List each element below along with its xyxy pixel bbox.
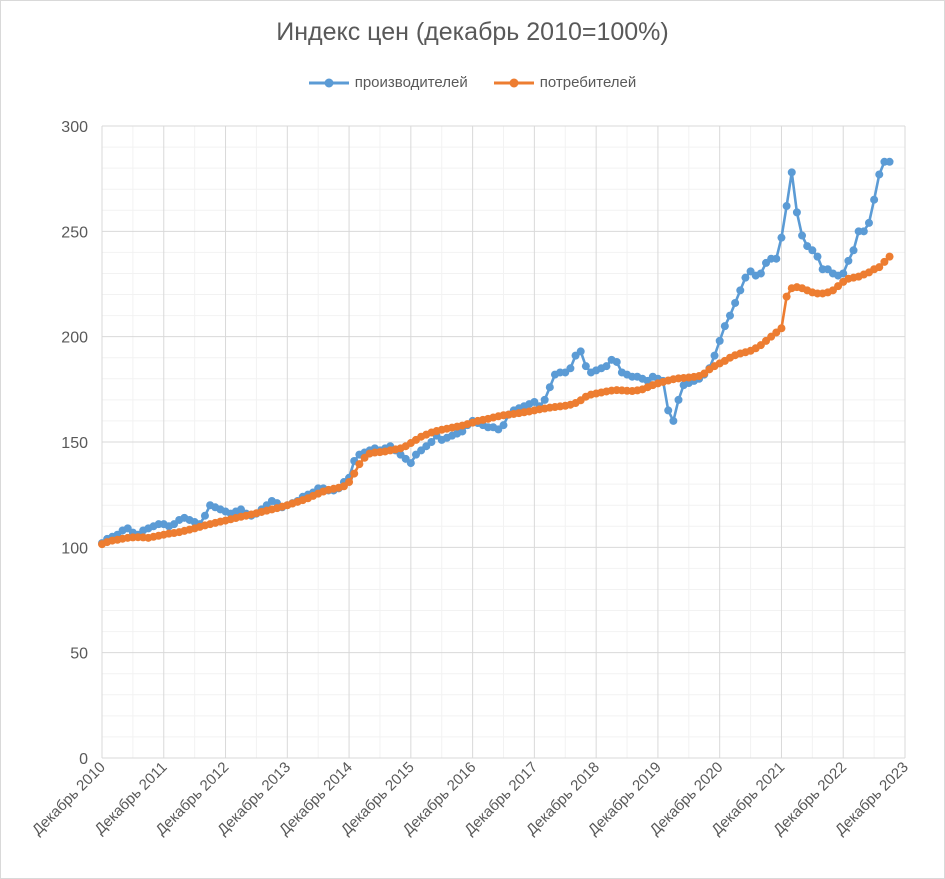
data-point-producers bbox=[864, 218, 873, 227]
data-point-producers bbox=[885, 157, 894, 166]
data-point-producers bbox=[674, 395, 683, 404]
data-point-producers bbox=[576, 347, 585, 356]
data-point-producers bbox=[736, 286, 745, 295]
legend-label-consumers: потребителей bbox=[539, 74, 637, 91]
data-point-producers bbox=[808, 246, 817, 255]
data-point-consumers bbox=[355, 460, 364, 469]
data-point-producers bbox=[669, 416, 678, 425]
data-point-producers bbox=[772, 254, 781, 263]
data-point-consumers bbox=[777, 324, 786, 333]
data-point-producers bbox=[602, 362, 611, 371]
data-point-producers bbox=[777, 233, 786, 242]
data-point-producers bbox=[782, 202, 791, 211]
data-point-producers bbox=[787, 168, 796, 177]
data-point-producers bbox=[798, 231, 807, 240]
data-point-consumers bbox=[345, 478, 354, 487]
y-tick-label: 300 bbox=[61, 119, 88, 136]
y-tick-label: 0 bbox=[79, 751, 88, 768]
data-point-producers bbox=[756, 269, 765, 278]
data-point-consumers bbox=[875, 263, 884, 272]
data-point-producers bbox=[875, 170, 884, 179]
data-point-producers bbox=[664, 406, 673, 415]
y-tick-label: 100 bbox=[61, 540, 88, 557]
chart-title: Индекс цен (декабрь 2010=100%) bbox=[276, 18, 669, 46]
y-tick-label: 150 bbox=[61, 435, 88, 452]
legend-marker-consumers bbox=[493, 78, 534, 87]
data-point-producers bbox=[427, 438, 436, 446]
data-point-producers bbox=[844, 256, 853, 265]
data-point-producers bbox=[839, 269, 848, 278]
data-point-producers bbox=[710, 351, 719, 360]
data-point-producers bbox=[406, 459, 415, 468]
data-point-producers bbox=[741, 273, 750, 282]
data-point-producers bbox=[499, 421, 508, 430]
data-point-producers bbox=[200, 511, 209, 520]
data-point-producers bbox=[813, 252, 822, 261]
data-point-consumers bbox=[880, 257, 889, 266]
data-point-producers bbox=[720, 322, 729, 331]
legend: производителей потребителей bbox=[0, 74, 945, 91]
data-point-producers bbox=[870, 195, 879, 204]
data-point-producers bbox=[859, 227, 868, 236]
data-point-producers bbox=[566, 364, 575, 373]
data-point-producers bbox=[545, 383, 554, 392]
data-point-producers bbox=[731, 298, 740, 307]
legend-marker-producers bbox=[308, 78, 349, 87]
series-line-consumers bbox=[101, 255, 891, 546]
data-point-consumers bbox=[782, 292, 791, 301]
data-point-producers bbox=[458, 427, 467, 436]
data-point-producers bbox=[725, 311, 734, 320]
y-tick-label: 250 bbox=[61, 224, 88, 241]
legend-item-consumers: потребителей bbox=[493, 74, 637, 91]
data-point-consumers bbox=[350, 469, 359, 478]
data-point-consumers bbox=[885, 252, 894, 261]
legend-item-producers: производителей bbox=[308, 74, 468, 91]
y-tick-label: 200 bbox=[61, 330, 88, 347]
data-point-producers bbox=[540, 395, 549, 404]
data-point-producers bbox=[581, 362, 590, 371]
data-point-producers bbox=[715, 336, 724, 345]
data-point-producers bbox=[792, 208, 801, 217]
data-point-producers bbox=[612, 357, 621, 366]
legend-label-producers: производителей bbox=[354, 74, 468, 91]
series-line-producers bbox=[101, 160, 890, 545]
y-tick-label: 50 bbox=[70, 646, 88, 663]
data-point-producers bbox=[849, 246, 858, 255]
